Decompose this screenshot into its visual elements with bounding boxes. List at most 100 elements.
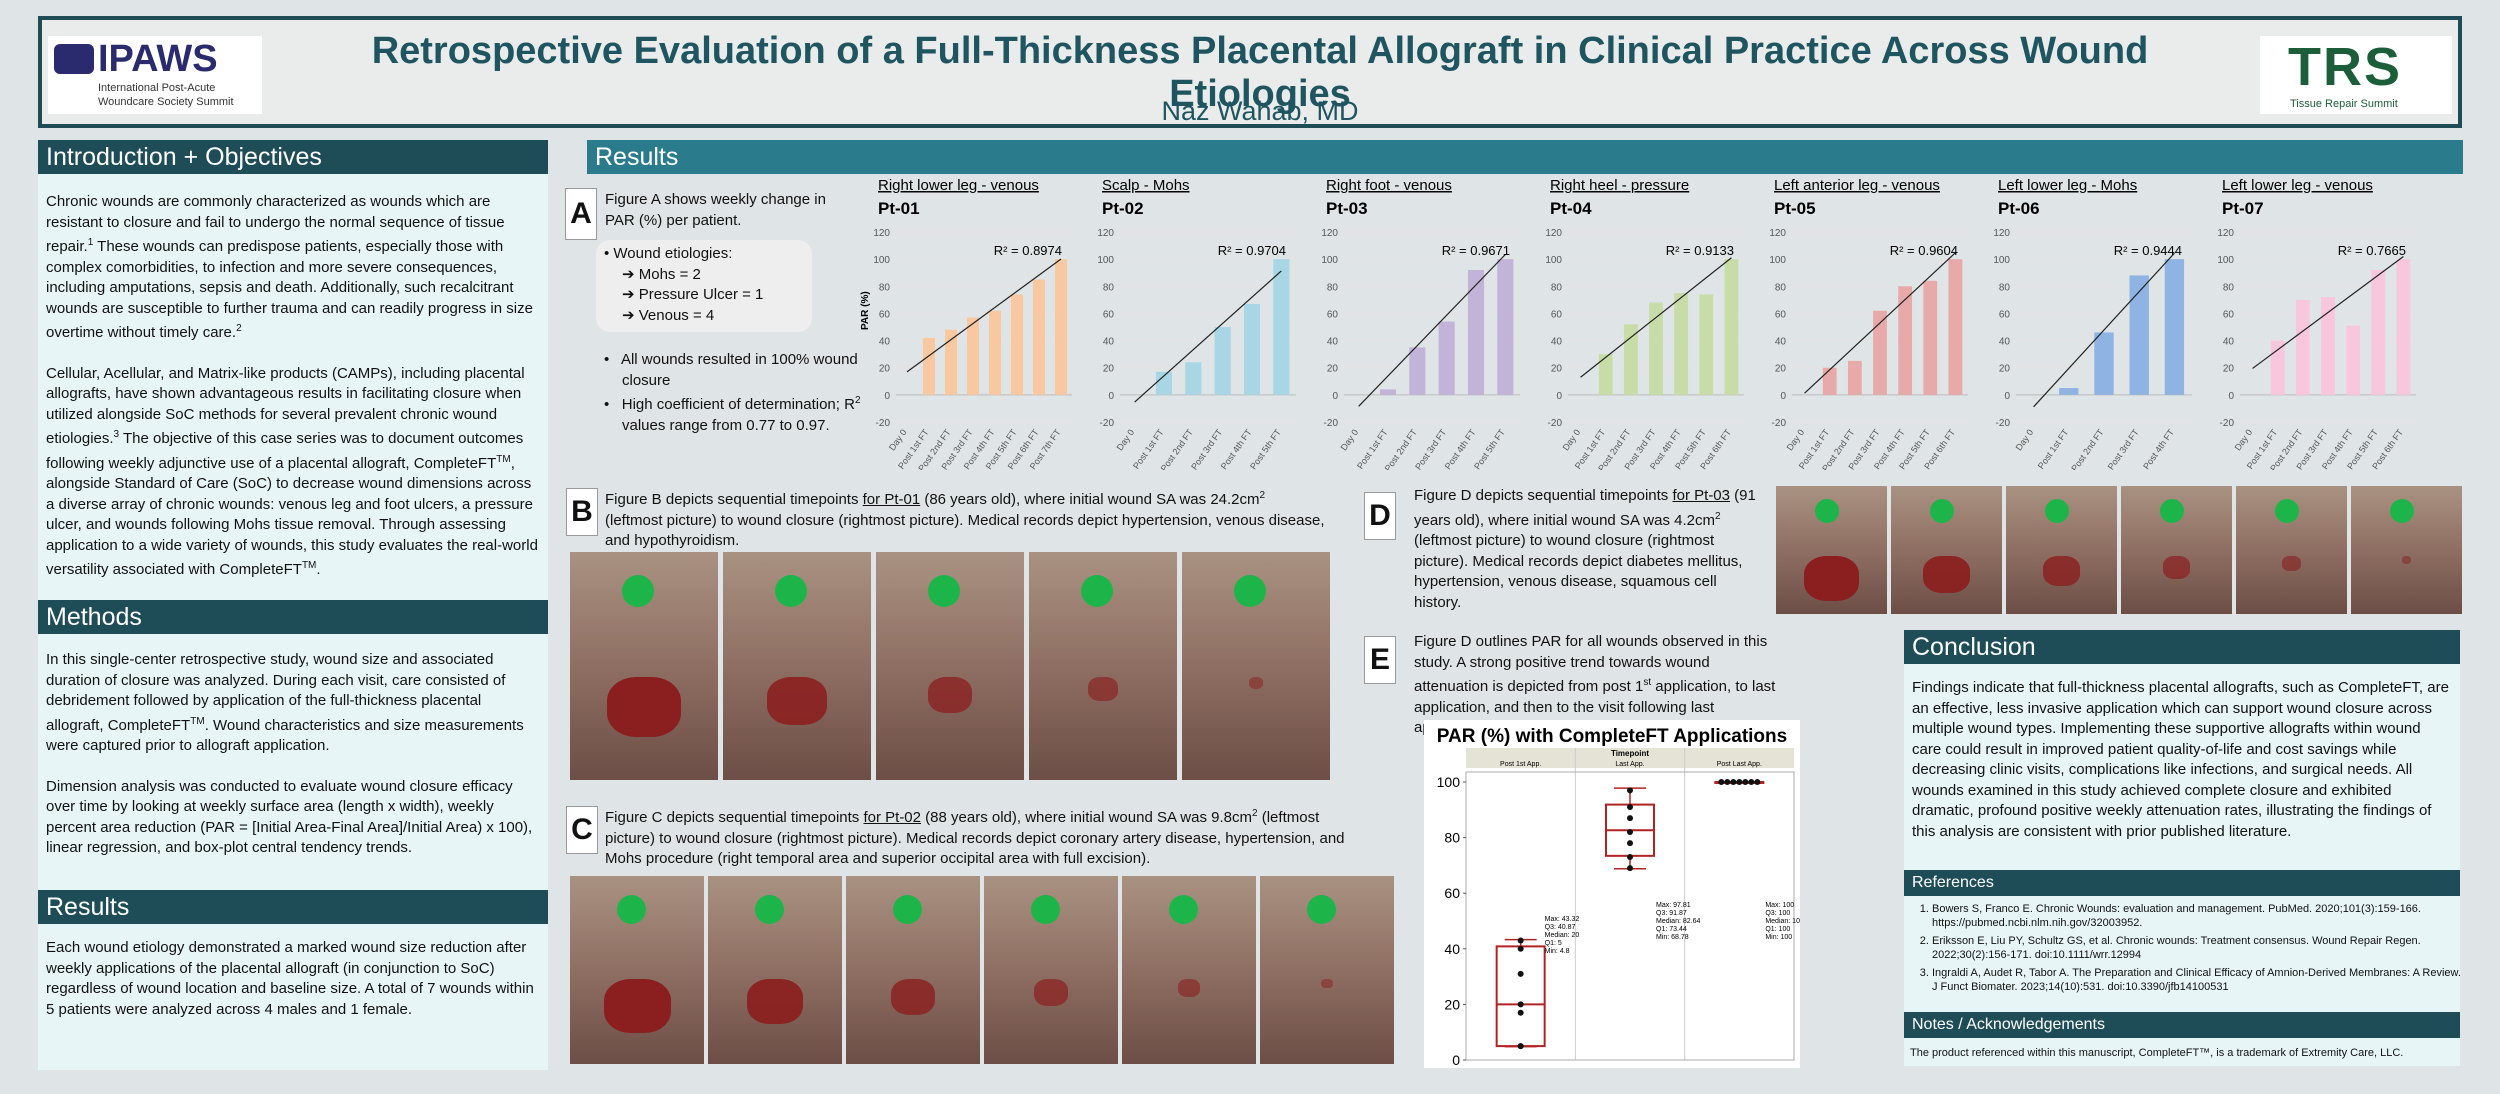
y-tick-label: 80 [1444,830,1460,846]
wound-photo [1122,876,1256,1064]
chart-patient-label: Pt-03 [1326,199,1368,218]
r2-label: R² = 0.9133 [1666,243,1734,258]
measurement-sticker [1030,894,1061,925]
y-tick-label: 100 [1545,255,1562,266]
y-tick-label: 40 [1775,337,1787,348]
x-tick-label: Post 4th FT [2141,427,2176,470]
measurement-sticker [1306,894,1337,925]
intro-p2d: . [316,561,321,578]
r2-label: R² = 0.9671 [1442,243,1510,258]
y-tick-label: 20 [1327,364,1339,375]
fig-b-t3: (leftmost picture) to wound closure (rig… [605,511,1325,550]
fig-d-t2: (91 years old), where initial wound SA w… [1414,487,1756,529]
wound-area [1321,979,1333,989]
logo-right-name: TRS [2288,37,2402,97]
x-tick-label: Day 0 [2014,427,2036,452]
fig-a-bullets: • All wounds resulted in 100% wound clos… [604,351,861,434]
methods-heading: Methods [38,600,548,634]
bar [1674,293,1689,395]
y-tick-label: 60 [879,309,891,320]
y-tick-label: 100 [1097,255,1114,266]
fig-c-t1: Figure C depicts sequential timepoints [605,809,864,826]
y-tick-label: 40 [1551,337,1563,348]
y-tick-label: 80 [1103,282,1115,293]
bar [1438,321,1455,395]
wound-photo [846,876,980,1064]
bar [1948,259,1963,395]
intro-p1a: Chronic wounds are commonly characterize… [46,193,505,255]
methods-sup: TM [190,715,205,727]
logo-left-name: IPAWS [98,38,218,80]
bar [1873,310,1887,395]
data-point [1517,970,1524,977]
fig-a-text: Figure A shows weekly change in PAR (%) … [605,191,826,229]
fig-d-sup: 2 [1714,510,1721,522]
bar [2346,325,2361,395]
y-tick-label: -20 [1772,418,1787,429]
wound-area [1803,556,1860,601]
data-point [1627,787,1633,794]
y-tick-label: 0 [884,391,890,402]
y-tick-label: 100 [1437,774,1461,790]
data-point [1627,815,1633,822]
right-column [1904,630,2460,1066]
wound-photo [570,552,718,780]
y-tick-label: 60 [1775,309,1787,320]
wound-area [747,979,803,1025]
r2-label: R² = 0.9704 [1218,243,1286,258]
trendline [1580,257,1732,378]
category-label: Post Last App. [1717,761,1762,768]
intro-heading: Introduction + Objectives [38,140,548,174]
fig-d-t3: (leftmost picture) to wound closure (rig… [1414,532,1743,611]
conclusion-body: Findings indicate that full-thickness pl… [1912,679,2449,840]
trs-logo: TRS Tissue Repair Summit [2260,36,2452,114]
reference-item: Bowers S, Franco E. Chronic Wounds: eval… [1932,902,2462,930]
box [1495,945,1546,1048]
stat-label: Q3: 40.87 [1545,924,1576,931]
bar [1847,360,1862,395]
stat-label: Q1: 5 [1545,940,1562,947]
data-point [1748,779,1755,785]
fig-a-letter: A [565,188,597,240]
intro-sup: TM [496,453,511,465]
etiology-item: Mohs = 2 [638,265,701,283]
notes-heading: Notes / Acknowledgements [1904,1012,2460,1038]
y-tick-label: 100 [1769,255,1786,266]
data-point [1718,779,1725,785]
fig-d-t1: Figure D depicts sequential timepoints [1414,487,1673,504]
etiologies-box [596,240,812,332]
results-left-heading: Results [38,890,548,924]
bar [1273,259,1290,395]
fig-c-photos [570,876,1400,1064]
x-tick-label: Post 1st FT [2036,427,2071,470]
wound-area [1923,556,1970,594]
methods-p1b: . Wound characteristics and size measure… [46,716,524,755]
logo-right-subtitle: Tissue Repair Summit [2290,98,2398,110]
r2-label: R² = 0.7665 [2338,243,2406,258]
y-tick-label: -20 [876,418,891,429]
bar [1649,302,1663,395]
fig-a-bullet: values range from 0.77 to 0.97. [622,416,830,434]
bar [966,317,980,395]
y-tick-label: 80 [1999,282,2011,293]
bar-chart-pt-06: Left lower leg - Mohs Pt-06 -20 0 20 40 60 80 10… [1993,177,2192,473]
fig-b-t2: (86 years old), where initial wound SA w… [920,491,1260,508]
wound-photo [1029,552,1177,780]
y-tick-label: 100 [1993,255,2010,266]
y-tick-label: 20 [1775,364,1787,375]
bar [1032,279,1046,395]
wound-area [2043,556,2080,586]
wound-area [1088,677,1118,702]
fig-e-sup: st [1643,677,1652,688]
stat-label: Q3: 100 [1765,910,1790,917]
y-tick-label: 0 [1556,391,1562,402]
bar [2371,270,2386,395]
fig-c-t3: (leftmost picture) to wound closure (rig… [605,809,1345,867]
data-point [1627,840,1633,847]
data-point [1627,854,1633,861]
ambulance-icon [54,44,94,74]
logo-left-subtitle-1: International Post-Acute [98,82,216,94]
measurement-sticker [892,894,923,925]
wound-area [1034,979,1068,1007]
bar [1010,294,1024,395]
